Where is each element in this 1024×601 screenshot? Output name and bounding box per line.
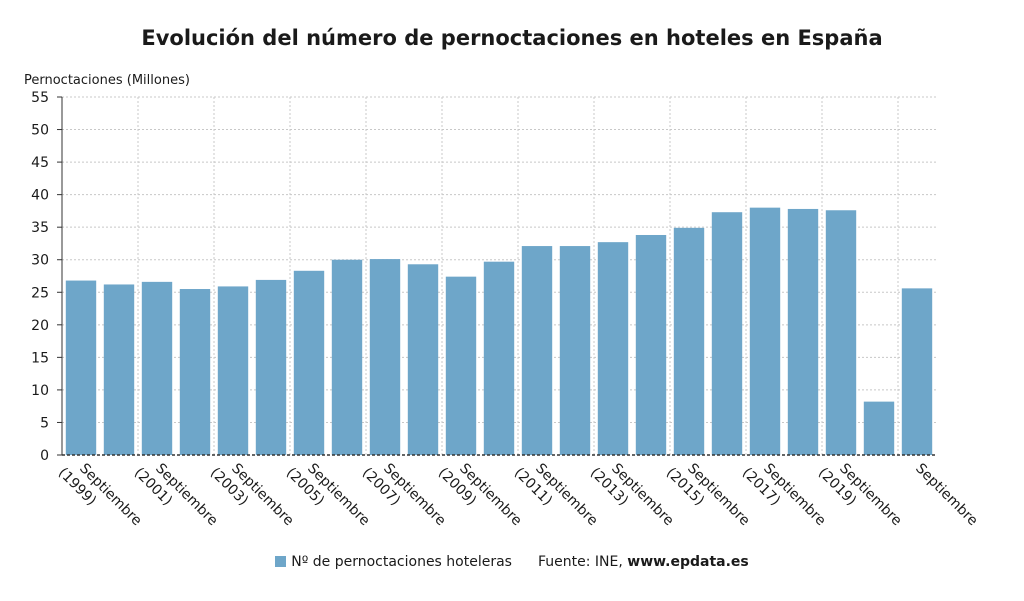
bars bbox=[65, 207, 933, 455]
bar bbox=[635, 234, 667, 455]
x-tick-label: Septiembre(2011) bbox=[511, 461, 601, 530]
x-tick-label: Septiembre(1999) bbox=[55, 461, 145, 530]
legend-swatch bbox=[275, 556, 287, 567]
y-tick-label: 5 bbox=[40, 415, 49, 431]
bar bbox=[331, 259, 363, 455]
source-link[interactable]: www.epdata.es bbox=[627, 554, 749, 570]
legend: Nº de pernoctaciones hoteleras Fuente: IN… bbox=[0, 554, 1024, 570]
y-tick-labels: 0 5 10 15 20 25 30 35 40 45 50 55 bbox=[31, 90, 49, 464]
bar bbox=[369, 259, 401, 455]
bar bbox=[141, 281, 173, 455]
bar bbox=[825, 210, 857, 455]
y-tick-label: 45 bbox=[31, 155, 49, 171]
bar bbox=[673, 227, 705, 455]
bar bbox=[179, 289, 211, 455]
x-tick-label-month: Septiembre bbox=[912, 461, 981, 530]
bar bbox=[863, 401, 895, 455]
x-tick-label: Septiembre(2017) bbox=[739, 461, 829, 530]
source-text: Fuente: INE, bbox=[537, 554, 623, 570]
bar bbox=[787, 208, 819, 455]
x-tick-label: Septiembre(2003) bbox=[207, 461, 297, 530]
bar bbox=[597, 242, 629, 455]
y-tick-label: 40 bbox=[31, 188, 49, 204]
x-tick-label: Septiembre(2009) bbox=[435, 461, 525, 530]
y-tick-label: 15 bbox=[31, 350, 49, 366]
bar bbox=[749, 207, 781, 455]
bar bbox=[65, 280, 97, 455]
bar bbox=[559, 246, 591, 455]
bar bbox=[217, 286, 249, 455]
x-tick-label: Septiembre(2015) bbox=[663, 461, 753, 530]
y-tick-label: 25 bbox=[31, 285, 49, 301]
bar bbox=[445, 276, 477, 455]
x-tick-label: Septiembre(2019) bbox=[815, 461, 905, 530]
y-tick-label: 35 bbox=[31, 220, 49, 236]
y-axis-title: Pernoctaciones (Millones) bbox=[24, 73, 190, 88]
chart-title: Evolución del número de pernoctaciones e… bbox=[141, 26, 883, 50]
bar bbox=[407, 264, 439, 455]
y-tick-label: 10 bbox=[31, 383, 49, 399]
x-tick-label: Septiembre(2007) bbox=[359, 461, 449, 530]
x-tick-label: Septiembre(2013) bbox=[587, 461, 677, 530]
bar bbox=[521, 246, 553, 455]
y-tick-label: 55 bbox=[31, 90, 49, 106]
bar bbox=[103, 284, 135, 455]
bar bbox=[293, 270, 325, 455]
bar bbox=[711, 212, 743, 455]
x-tick-labels: Septiembre(1999) Septiembre(2001) Septiemb… bbox=[55, 461, 981, 530]
x-tick-label: Septiembre bbox=[912, 461, 981, 530]
x-tick-label: Septiembre(2001) bbox=[131, 461, 221, 530]
bar bbox=[483, 261, 515, 455]
y-tick-label: 20 bbox=[31, 318, 49, 334]
y-tick-label: 0 bbox=[40, 448, 49, 464]
axes bbox=[57, 96, 936, 456]
y-tick-label: 50 bbox=[31, 123, 49, 139]
legend-label: Nº de pernoctaciones hoteleras bbox=[291, 554, 512, 570]
bar bbox=[255, 279, 287, 455]
y-tick-label: 30 bbox=[31, 253, 49, 269]
x-tick-label: Septiembre(2005) bbox=[283, 461, 373, 530]
bar bbox=[901, 288, 933, 455]
